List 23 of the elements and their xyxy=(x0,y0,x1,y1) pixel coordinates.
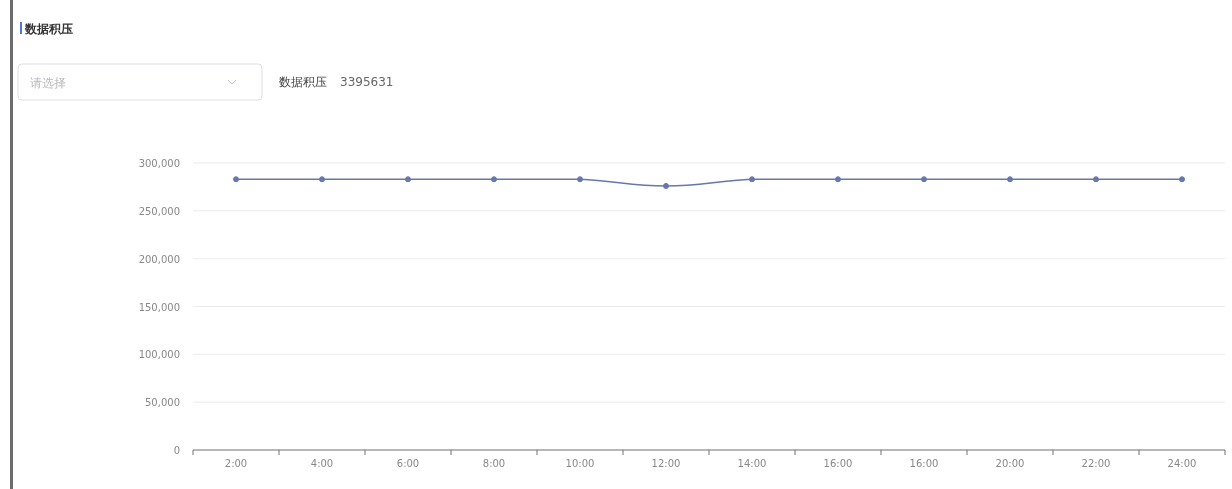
x-tick-label: 4:00 xyxy=(310,458,334,469)
x-tick-label: 12:00 xyxy=(651,458,681,469)
x-tick-label: 6:00 xyxy=(396,458,420,469)
text: 数据积压 xyxy=(279,75,327,89)
x-tick-label: 16:00 xyxy=(909,458,939,469)
y-tick-label: 150,000 xyxy=(138,301,180,313)
x-tick-label: 22:00 xyxy=(1081,458,1111,469)
text: 数据积压 xyxy=(24,22,73,36)
text: 请选择 xyxy=(30,76,66,90)
y-tick-label: 200,000 xyxy=(138,253,180,265)
y-tick-label: 300,000 xyxy=(138,158,180,169)
y-tick-label: 50,000 xyxy=(145,397,180,409)
x-tick-label: 2:00 xyxy=(224,458,248,469)
x-tick-label: 24:00 xyxy=(1167,458,1197,469)
x-tick-label: 16:00 xyxy=(823,458,853,469)
x-tick-label: 8:00 xyxy=(482,458,506,469)
y-tick-label: 250,000 xyxy=(138,205,180,217)
x-tick-label: 10:00 xyxy=(565,458,595,469)
y-tick-label: 0 xyxy=(173,445,180,456)
y-tick-label: 100,000 xyxy=(138,349,180,361)
x-tick-label: 20:00 xyxy=(995,458,1025,469)
x-tick-label: 14:00 xyxy=(737,458,767,469)
text: 3395631 xyxy=(340,75,394,89)
